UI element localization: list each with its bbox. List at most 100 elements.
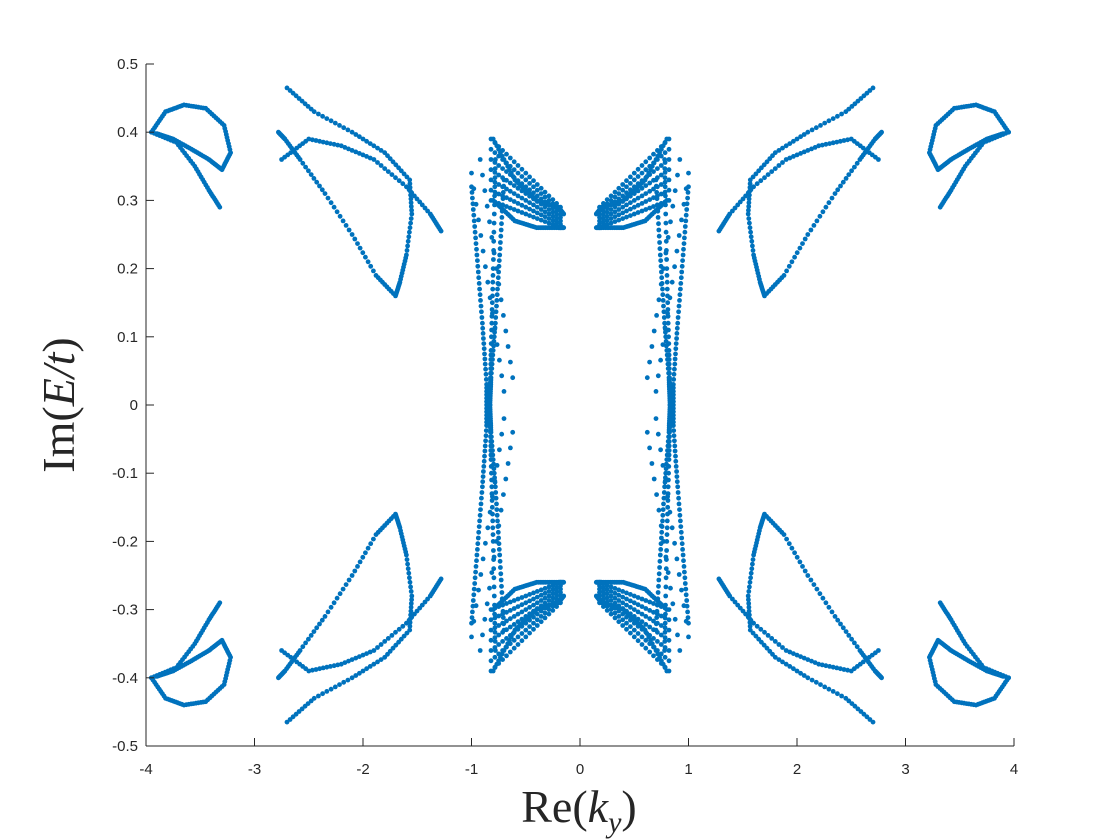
data-point bbox=[472, 229, 478, 235]
data-point bbox=[511, 606, 517, 611]
data-point bbox=[472, 575, 478, 581]
data-point bbox=[490, 273, 496, 278]
data-point bbox=[476, 587, 481, 593]
data-point bbox=[498, 227, 504, 233]
data-point bbox=[651, 476, 657, 482]
data-point bbox=[750, 174, 756, 180]
data-point bbox=[679, 269, 685, 275]
data-point bbox=[663, 584, 669, 590]
data-point bbox=[311, 176, 317, 181]
data-point bbox=[664, 257, 669, 262]
data-point bbox=[601, 604, 606, 609]
data-point bbox=[546, 198, 552, 203]
data-point bbox=[401, 171, 407, 177]
data-point bbox=[809, 677, 815, 683]
data-point bbox=[834, 139, 840, 145]
data-point bbox=[325, 195, 331, 201]
data-point bbox=[470, 598, 476, 603]
data-point bbox=[495, 286, 500, 292]
data-point bbox=[498, 571, 504, 577]
data-point bbox=[616, 207, 622, 212]
data-point bbox=[649, 461, 655, 466]
data-point bbox=[554, 589, 559, 594]
data-point bbox=[409, 593, 415, 599]
data-point bbox=[665, 300, 671, 306]
data-point bbox=[504, 653, 509, 659]
data-point bbox=[660, 518, 665, 524]
data-point bbox=[498, 565, 503, 570]
data-point bbox=[647, 359, 652, 365]
data-point bbox=[357, 134, 362, 140]
data-point bbox=[644, 429, 650, 435]
data-point bbox=[554, 220, 559, 225]
data-point bbox=[491, 593, 497, 599]
data-point bbox=[838, 183, 843, 189]
data-point bbox=[400, 623, 406, 629]
data-point bbox=[349, 148, 355, 153]
data-point bbox=[665, 357, 670, 362]
data-point bbox=[672, 264, 677, 270]
data-point bbox=[798, 670, 803, 676]
data-point bbox=[538, 207, 544, 212]
data-point bbox=[531, 614, 536, 620]
data-point bbox=[656, 507, 662, 513]
data-point bbox=[398, 636, 404, 642]
data-point bbox=[762, 175, 767, 181]
data-point bbox=[608, 589, 614, 594]
data-point bbox=[496, 613, 502, 619]
data-point bbox=[360, 652, 366, 658]
data-point bbox=[500, 639, 505, 644]
data-point bbox=[542, 610, 548, 616]
data-point bbox=[494, 501, 499, 507]
data-point bbox=[655, 611, 660, 617]
data-point bbox=[474, 552, 480, 558]
data-point bbox=[624, 178, 629, 184]
data-point bbox=[480, 479, 486, 485]
data-point bbox=[515, 170, 521, 176]
data-point bbox=[635, 202, 641, 208]
data-point bbox=[306, 668, 312, 674]
data-point bbox=[357, 654, 362, 659]
data-point bbox=[483, 366, 488, 372]
data-point bbox=[789, 259, 795, 265]
data-point bbox=[608, 593, 614, 599]
data-point bbox=[491, 548, 496, 553]
data-point bbox=[651, 644, 656, 650]
data-point bbox=[488, 136, 494, 142]
data-point bbox=[490, 279, 496, 285]
data-point bbox=[489, 361, 495, 367]
data-point bbox=[839, 111, 844, 117]
data-point bbox=[631, 211, 637, 217]
data-point bbox=[492, 140, 498, 146]
data-point bbox=[527, 592, 532, 597]
data-point bbox=[783, 143, 789, 149]
x-tick-label: -2 bbox=[356, 761, 369, 778]
data-point bbox=[401, 633, 407, 639]
data-point bbox=[662, 199, 668, 205]
data-point bbox=[360, 250, 366, 256]
data-point bbox=[504, 609, 509, 615]
data-point bbox=[783, 648, 789, 653]
data-point bbox=[480, 248, 486, 254]
data-point bbox=[805, 657, 811, 662]
data-point bbox=[662, 605, 668, 611]
data-point bbox=[624, 590, 629, 596]
data-point bbox=[389, 633, 395, 638]
data-point bbox=[787, 141, 793, 147]
data-point bbox=[662, 615, 668, 621]
data-point bbox=[499, 208, 505, 214]
data-point bbox=[328, 686, 334, 692]
data-point bbox=[353, 132, 359, 137]
data-point bbox=[490, 532, 496, 537]
data-point bbox=[408, 584, 413, 590]
data-point bbox=[496, 632, 502, 638]
data-point bbox=[663, 250, 669, 256]
data-point bbox=[405, 243, 410, 249]
data-point bbox=[666, 167, 672, 173]
data-point bbox=[496, 144, 502, 150]
data-point bbox=[673, 341, 679, 346]
data-point bbox=[662, 140, 668, 146]
data-point bbox=[655, 166, 660, 172]
data-point bbox=[500, 202, 505, 208]
data-point bbox=[620, 193, 626, 199]
